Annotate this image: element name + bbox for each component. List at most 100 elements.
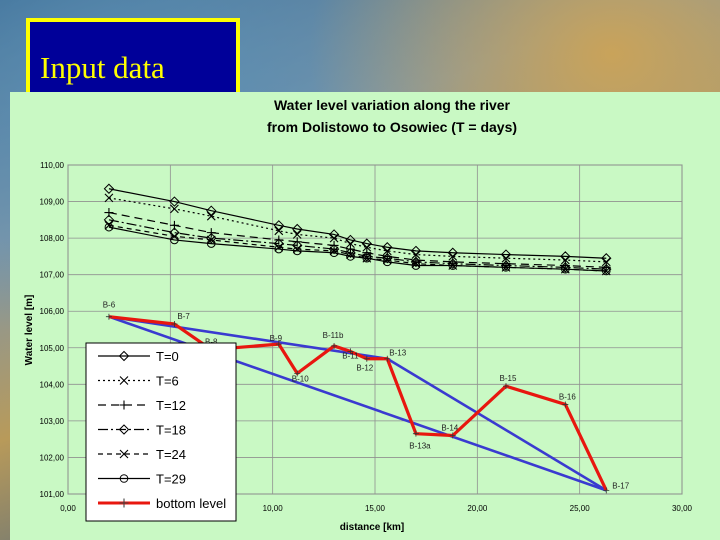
series-point <box>560 251 571 262</box>
series-point <box>362 242 372 252</box>
y-tick-label: 102,00 <box>40 453 65 462</box>
bottom-level-point <box>347 348 354 355</box>
series-point <box>169 196 180 207</box>
x-tick-label: 0,00 <box>60 504 76 513</box>
water-level-series <box>103 183 612 276</box>
series-point <box>411 259 421 269</box>
legend-label: T=29 <box>156 472 186 487</box>
station-label: B-13 <box>389 349 406 358</box>
series-point <box>292 237 302 247</box>
slide-title: Input data <box>40 50 165 85</box>
series-point <box>346 239 355 248</box>
station-label: B-11b <box>323 331 344 340</box>
series-point <box>329 233 339 243</box>
station-label: B-17 <box>612 481 629 490</box>
series-point <box>206 228 216 238</box>
chart-legend: T=0 T=6 T=12 T=18 T=24 T=29 bottom level <box>85 342 237 522</box>
chart-subtitle: from Dolistowo to Osowiec (T = days) <box>267 119 517 135</box>
legend-label: bottom level <box>156 496 226 511</box>
y-tick-label: 104,00 <box>40 380 65 389</box>
series-point <box>206 211 216 221</box>
bottom-level-point <box>502 383 509 390</box>
series-point <box>328 229 340 240</box>
series-line <box>108 197 607 263</box>
series-point <box>345 234 356 246</box>
overlay-line <box>386 357 607 492</box>
station-label: B-11 <box>342 351 359 360</box>
station-label: B-6 <box>103 301 116 310</box>
y-tick-label: 101,00 <box>40 490 65 499</box>
y-tick-label: 110,00 <box>40 161 64 170</box>
series-point <box>362 248 372 258</box>
series-point <box>273 238 285 249</box>
series-point <box>274 244 284 254</box>
y-axis-label: Water level [m] <box>24 295 35 366</box>
series-line <box>108 226 607 272</box>
bottom-level-point <box>331 342 338 349</box>
bottom-level-point <box>363 355 370 362</box>
y-tick-label: 107,00 <box>40 271 65 280</box>
series-point <box>447 247 458 258</box>
series-point <box>103 214 115 226</box>
series-point <box>169 227 180 238</box>
x-axis-label: distance [km] <box>340 522 404 533</box>
series-point <box>601 266 611 276</box>
bottom-level-point <box>294 370 301 377</box>
legend-box <box>85 342 237 522</box>
series-point <box>448 252 458 261</box>
series-point <box>329 248 339 258</box>
series-point <box>500 249 512 260</box>
series-point <box>501 263 511 272</box>
legend-marker <box>118 350 130 362</box>
overlay-line <box>108 315 388 361</box>
series-point <box>292 223 303 235</box>
x-tick-label: 15,00 <box>365 504 386 513</box>
series-point <box>104 222 114 232</box>
legend-marker <box>119 498 129 508</box>
series-line <box>108 219 607 270</box>
bottom-level-point <box>562 401 569 408</box>
bottom-level-point <box>603 487 610 494</box>
series-line <box>108 211 607 268</box>
bottom-level-point <box>171 321 178 328</box>
series-point <box>411 261 421 270</box>
station-label: B-13a <box>409 442 431 451</box>
series-point <box>382 257 392 267</box>
legend-marker <box>119 400 129 410</box>
series-point <box>292 246 302 256</box>
x-tick-label: 25,00 <box>570 504 591 513</box>
series-point <box>361 238 373 249</box>
station-label: B-10 <box>292 374 309 383</box>
series-point <box>292 240 303 251</box>
series-point <box>170 204 179 214</box>
series-line <box>108 224 607 272</box>
legend-label: T=6 <box>156 374 179 389</box>
chart-title: Water level variation along the river <box>274 97 511 113</box>
station-label: B-14 <box>441 424 458 433</box>
legend-label: T=24 <box>156 447 186 462</box>
legend-label: T=18 <box>156 423 186 438</box>
bottom-level-point <box>105 313 112 320</box>
series-point <box>274 235 284 245</box>
y-tick-label: 105,00 <box>40 344 65 353</box>
station-labels: B-6 B-7 B-8 B-9 B-10 B-11b B-11 B-12 B-13 B-13a B-… <box>103 301 630 491</box>
station-label: B-16 <box>559 392 576 401</box>
bottom-level-point <box>275 341 282 348</box>
y-tick-label: 108,00 <box>40 234 65 243</box>
legend-label: T=0 <box>156 349 179 364</box>
legend-marker <box>119 376 129 385</box>
station-label: B-9 <box>270 334 283 343</box>
series-line <box>108 188 607 259</box>
series-point <box>362 253 372 263</box>
station-label: B-15 <box>500 374 517 383</box>
series-point <box>292 244 302 254</box>
series-point <box>274 226 284 236</box>
y-tick-label: 103,00 <box>40 417 65 426</box>
station-label: B-12 <box>356 364 373 373</box>
series-point <box>411 250 421 259</box>
series-point <box>382 246 392 256</box>
legend-label: T=12 <box>156 398 186 413</box>
legend-marker <box>119 449 129 459</box>
legend-marker <box>119 474 129 483</box>
